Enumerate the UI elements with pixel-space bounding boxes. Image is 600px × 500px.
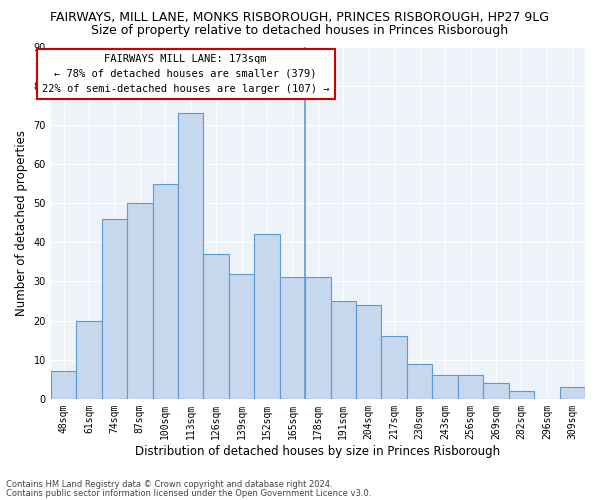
Bar bbox=[433, 376, 458, 399]
Y-axis label: Number of detached properties: Number of detached properties bbox=[15, 130, 28, 316]
Bar bbox=[382, 336, 407, 399]
Text: FAIRWAYS, MILL LANE, MONKS RISBOROUGH, PRINCES RISBOROUGH, HP27 9LG: FAIRWAYS, MILL LANE, MONKS RISBOROUGH, P… bbox=[50, 11, 550, 24]
Text: Size of property relative to detached houses in Princes Risborough: Size of property relative to detached ho… bbox=[91, 24, 509, 37]
Bar bbox=[407, 364, 433, 399]
Bar bbox=[458, 376, 483, 399]
Bar bbox=[280, 278, 305, 399]
Bar bbox=[356, 305, 382, 399]
Bar bbox=[229, 274, 254, 399]
Bar bbox=[127, 203, 152, 399]
Bar bbox=[51, 372, 76, 399]
X-axis label: Distribution of detached houses by size in Princes Risborough: Distribution of detached houses by size … bbox=[136, 444, 500, 458]
Bar bbox=[178, 113, 203, 399]
Bar bbox=[331, 301, 356, 399]
Bar bbox=[254, 234, 280, 399]
Text: Contains HM Land Registry data © Crown copyright and database right 2024.: Contains HM Land Registry data © Crown c… bbox=[6, 480, 332, 489]
Bar bbox=[152, 184, 178, 399]
Bar bbox=[101, 219, 127, 399]
Bar bbox=[509, 391, 534, 399]
Bar bbox=[305, 278, 331, 399]
Bar bbox=[560, 387, 585, 399]
Bar bbox=[483, 383, 509, 399]
Bar bbox=[203, 254, 229, 399]
Text: FAIRWAYS MILL LANE: 173sqm
← 78% of detached houses are smaller (379)
22% of sem: FAIRWAYS MILL LANE: 173sqm ← 78% of deta… bbox=[42, 54, 329, 94]
Text: Contains public sector information licensed under the Open Government Licence v3: Contains public sector information licen… bbox=[6, 489, 371, 498]
Bar bbox=[76, 320, 101, 399]
